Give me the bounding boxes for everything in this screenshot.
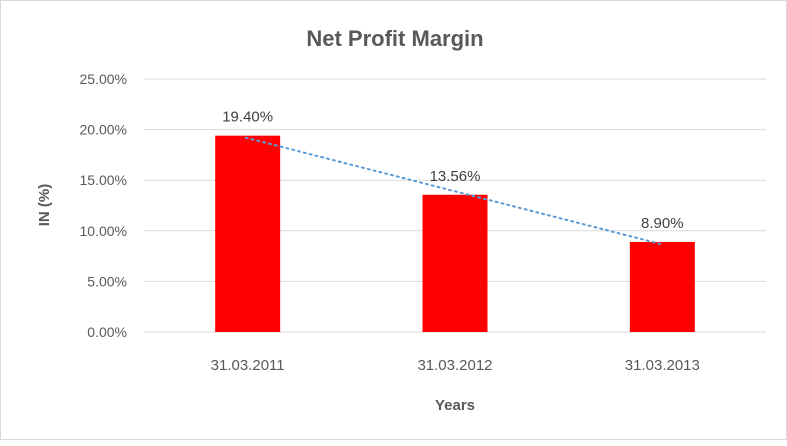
y-tick-label: 20.00% xyxy=(80,122,127,138)
bar xyxy=(422,194,488,332)
x-tick-label: 31.03.2012 xyxy=(417,357,492,374)
y-tick-label: 15.00% xyxy=(80,172,127,188)
data-label: 8.90% xyxy=(641,215,684,232)
y-tick-label: 5.00% xyxy=(87,273,127,289)
y-tick-label: 25.00% xyxy=(80,71,127,87)
trendline xyxy=(244,136,662,245)
x-tick-label: 31.03.2013 xyxy=(625,357,700,374)
y-tick-label: 0.00% xyxy=(87,324,127,340)
data-label: 13.56% xyxy=(430,168,481,185)
bar xyxy=(629,241,695,332)
x-tick-label: 31.03.2011 xyxy=(211,357,285,374)
bar xyxy=(215,135,281,332)
x-axis-label: Years xyxy=(435,397,475,414)
chart-title: Net Profit Margin xyxy=(306,26,483,51)
y-tick-label: 10.00% xyxy=(80,223,127,239)
y-axis-label: IN (%) xyxy=(36,184,53,227)
data-label: 19.40% xyxy=(222,109,273,126)
